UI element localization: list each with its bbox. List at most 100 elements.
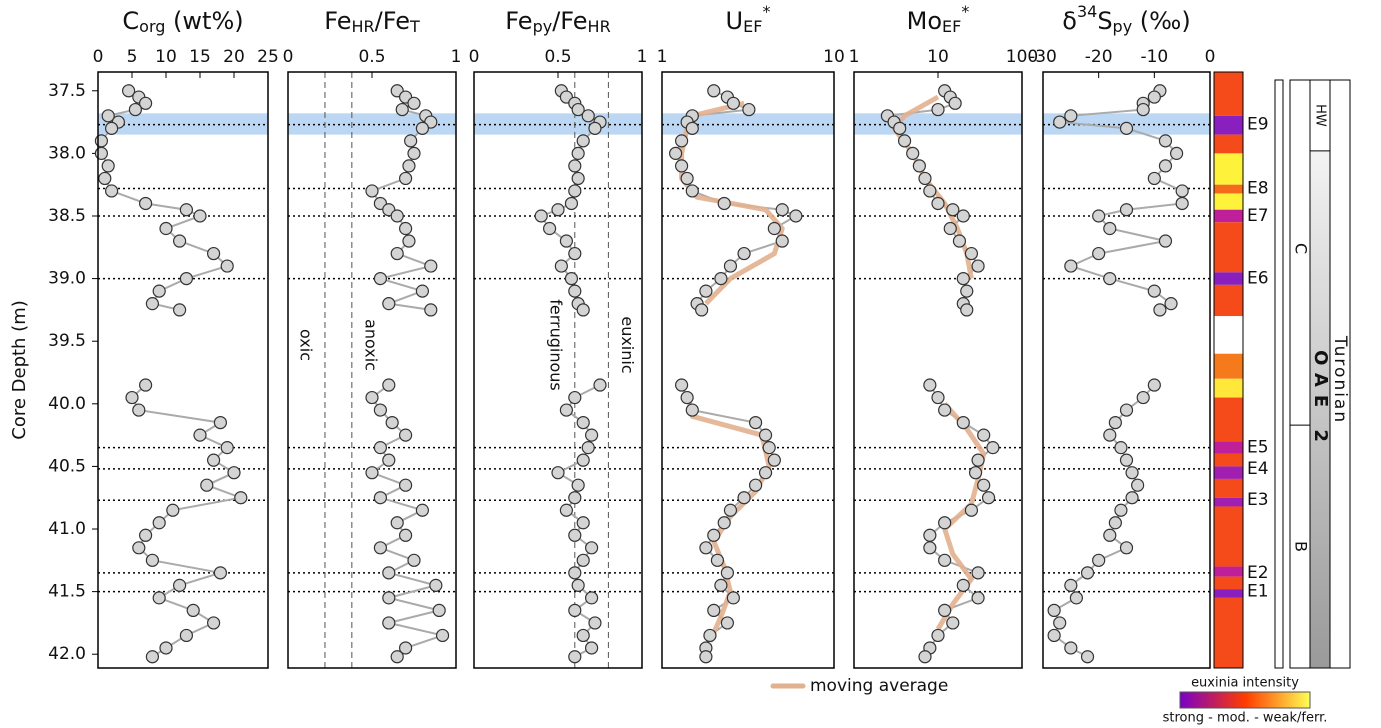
data-point: [424, 303, 438, 317]
event-label: E8: [1247, 178, 1269, 198]
data-point: [946, 616, 960, 630]
panel-frame: [97, 71, 269, 669]
data-point: [1047, 603, 1061, 618]
oae-label: OAE 2: [1310, 350, 1331, 450]
data-point: [767, 453, 781, 467]
hw-box: [1309, 79, 1331, 152]
euxinia-band: [1214, 134, 1243, 154]
title-part: py: [1113, 17, 1133, 36]
data-point: [559, 234, 574, 248]
data-point: [938, 603, 952, 618]
data-point: [1158, 134, 1173, 148]
x-tick-label: 100: [1006, 47, 1038, 67]
highlight-band: [288, 113, 456, 135]
data-point: [737, 246, 751, 261]
data-point: [1164, 297, 1178, 311]
data-point: [1108, 516, 1122, 530]
data-point: [568, 390, 582, 405]
data-point: [762, 441, 776, 455]
data-point: [568, 246, 582, 261]
data-point: [1119, 403, 1134, 417]
data-point: [931, 102, 945, 117]
data-point: [576, 628, 590, 643]
euxinia-band: [1214, 597, 1243, 668]
data-point: [956, 578, 970, 592]
data-point: [1103, 221, 1117, 236]
data-point: [568, 284, 582, 298]
data-point: [742, 102, 756, 117]
data-point: [685, 184, 699, 198]
panel-title: Fepy/FeHR: [505, 7, 610, 36]
data-point: [723, 503, 738, 517]
data-point: [674, 378, 689, 392]
data-point: [1175, 184, 1189, 198]
data-point: [559, 503, 574, 517]
data-point: [399, 221, 413, 236]
data-point: [1119, 541, 1134, 555]
data-point: [568, 650, 582, 664]
euxinia-band: [1214, 209, 1243, 223]
data-point: [960, 303, 974, 317]
data-point: [968, 466, 983, 480]
x-tick-label: -30: [1029, 47, 1057, 67]
data-point: [1108, 415, 1122, 430]
data-point: [584, 541, 599, 555]
panel-title: MoEF*: [907, 2, 970, 36]
data-point: [576, 453, 590, 467]
data-point: [220, 441, 234, 455]
data-point: [1064, 578, 1078, 592]
data-point: [568, 491, 582, 505]
euxinia-band: [1214, 316, 1243, 354]
data-point: [1080, 650, 1095, 664]
euxinia-band: [1214, 378, 1243, 398]
data-point: [1092, 246, 1106, 261]
data-point: [571, 578, 585, 592]
data-point: [104, 184, 119, 198]
title-part: org: [139, 17, 165, 36]
x-tick-label: 1: [849, 47, 860, 67]
x-tick-label: 10: [155, 47, 177, 67]
title-part: *: [961, 2, 969, 21]
data-point: [390, 650, 404, 664]
data-point: [152, 516, 166, 530]
y-tick-label: 37.5: [48, 81, 86, 101]
data-point: [685, 403, 699, 417]
x-tick-label: 1: [451, 47, 462, 67]
data-point: [971, 259, 985, 273]
euxinia-band: [1214, 453, 1243, 467]
data-point: [571, 146, 585, 160]
data-point: [1147, 378, 1161, 392]
data-point: [977, 478, 991, 492]
data-point: [1125, 491, 1139, 505]
x-tick-label: 0: [469, 47, 480, 67]
data-point: [551, 466, 565, 480]
panel-frame: [473, 71, 643, 669]
unit-label: B: [1292, 541, 1311, 552]
data-point: [564, 271, 579, 286]
x-tick-label: 1: [657, 47, 668, 67]
data-point: [395, 102, 409, 117]
euxinia-band: [1214, 284, 1243, 317]
data-point: [432, 603, 446, 618]
data-point: [542, 221, 557, 236]
data-point: [94, 146, 109, 160]
data-point: [581, 441, 595, 455]
data-point: [179, 271, 193, 286]
data-point: [382, 566, 396, 580]
data-point: [699, 650, 713, 664]
x-tick-label: 1: [637, 47, 648, 67]
event-label: E3: [1247, 490, 1269, 510]
data-point: [559, 403, 574, 417]
data-point: [415, 284, 429, 298]
data-point: [1069, 591, 1084, 605]
y-axis-label: Core Depth (m): [9, 300, 30, 440]
data-point: [152, 284, 166, 298]
data-point: [1064, 641, 1078, 655]
euxinia-band: [1214, 193, 1243, 210]
data-point: [720, 616, 734, 630]
data-point: [1158, 234, 1173, 248]
data-point: [227, 466, 241, 480]
data-point: [373, 271, 387, 286]
unit-label: C: [1292, 243, 1311, 254]
